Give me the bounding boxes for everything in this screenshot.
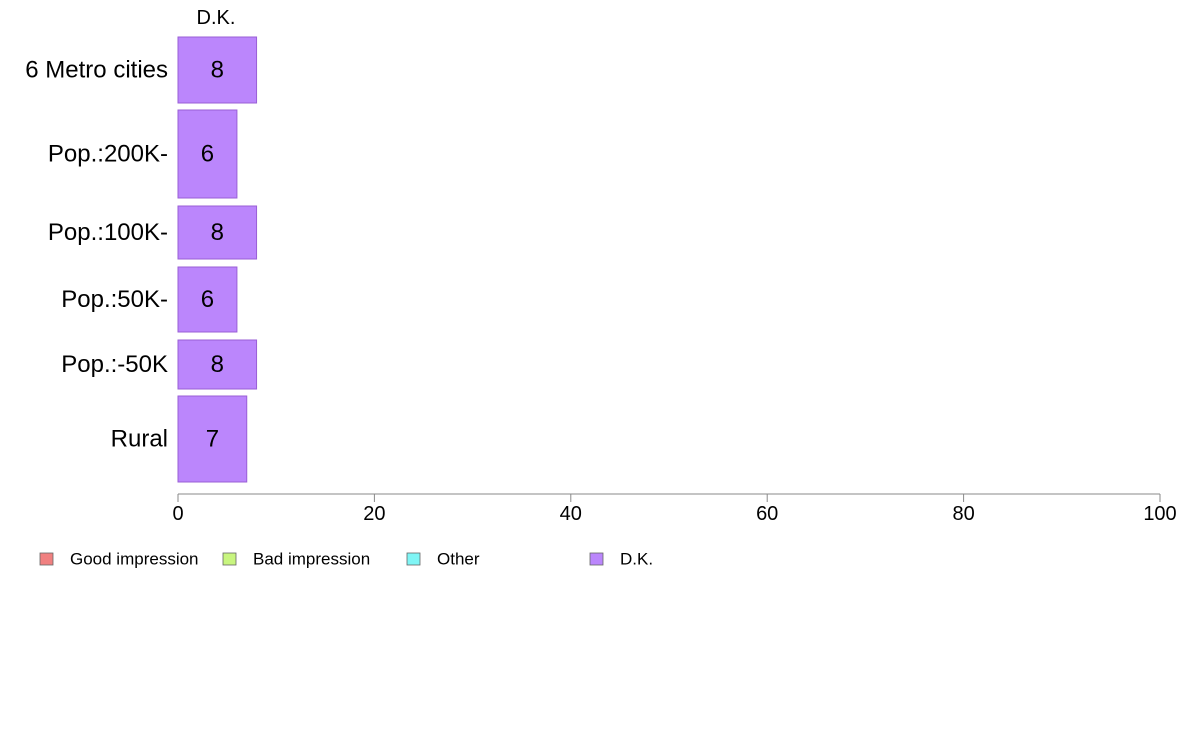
legend-label: Good impression	[70, 550, 199, 569]
data-label: 7	[206, 426, 219, 453]
data-label: 8	[211, 219, 224, 246]
x-tick-label: 20	[363, 503, 385, 525]
data-labels: 8 6 8 6 8 7	[201, 57, 224, 453]
category-label: Pop.:-50K	[61, 351, 168, 378]
legend-swatch	[222, 552, 237, 566]
legend-item-other: Other	[406, 550, 480, 569]
bar-d-k	[177, 266, 238, 333]
data-label: 6	[201, 286, 214, 313]
category-label: Rural	[111, 426, 168, 453]
data-label: 8	[211, 351, 224, 378]
category-label: Pop.:50K-	[61, 286, 168, 313]
x-tick-label: 0	[172, 503, 183, 525]
bar-d-k	[177, 339, 258, 390]
category-label: Pop.:100K-	[48, 219, 168, 246]
bar-d-k	[177, 395, 248, 483]
x-axis: 0 20 40 60 80 100	[172, 493, 1177, 525]
legend-swatch	[39, 552, 54, 566]
x-tick-label: 100	[1143, 503, 1176, 525]
legend-item-good-impression: Good impression	[39, 550, 199, 569]
legend-swatch	[406, 552, 421, 566]
category-labels: 6 Metro cities Pop.:200K- Pop.:100K- Pop.:5…	[25, 57, 168, 453]
series-header-dk: D.K.	[197, 7, 236, 29]
legend: Good impression Bad impression Other D.K.	[39, 550, 653, 569]
data-label: 8	[211, 57, 224, 84]
legend-swatch	[589, 552, 604, 566]
series-header-layer: D.K.	[197, 7, 236, 29]
bar-d-k	[177, 109, 238, 199]
category-label: Pop.:200K-	[48, 141, 168, 168]
x-tick-label: 80	[952, 503, 974, 525]
bars	[177, 36, 258, 483]
legend-label: Bad impression	[253, 550, 370, 569]
legend-label: Other	[437, 550, 480, 569]
x-tick-label: 60	[756, 503, 778, 525]
category-label: 6 Metro cities	[25, 57, 168, 84]
legend-item-d-k: D.K.	[589, 550, 653, 569]
bar-d-k	[177, 205, 258, 260]
data-label: 6	[201, 141, 214, 168]
x-tick-label: 40	[560, 503, 582, 525]
bar-d-k	[177, 36, 258, 104]
legend-item-bad-impression: Bad impression	[222, 550, 370, 569]
legend-label: D.K.	[620, 550, 653, 569]
